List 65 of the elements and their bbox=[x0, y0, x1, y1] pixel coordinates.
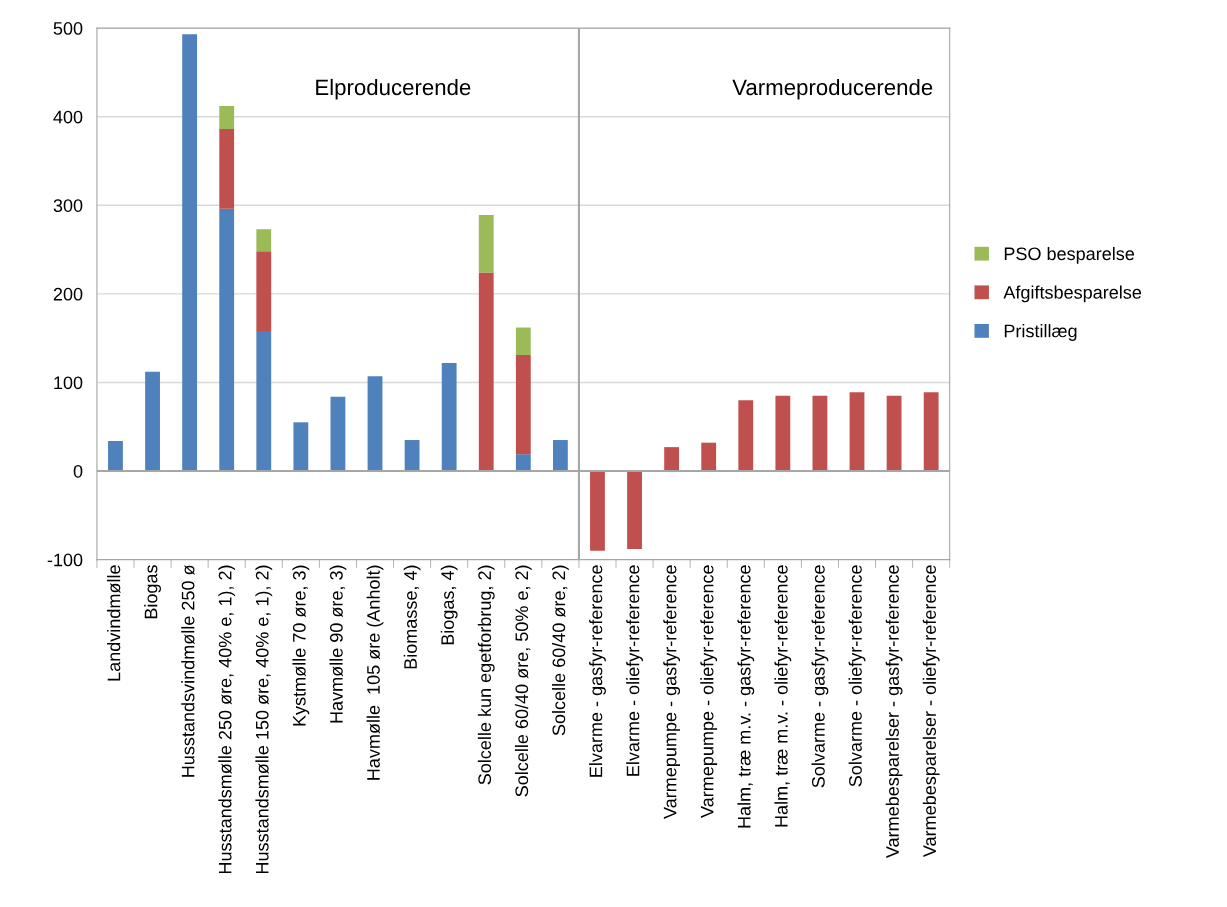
bar bbox=[664, 447, 680, 472]
bar bbox=[886, 395, 902, 472]
bar bbox=[923, 392, 939, 472]
y-tick-label: 200 bbox=[53, 287, 83, 301]
x-tick-label: Solvarme - gasfyr-reference bbox=[811, 565, 829, 788]
x-tick-label: Biomasse, 4) bbox=[403, 565, 421, 669]
bar bbox=[441, 362, 457, 472]
bar bbox=[404, 440, 420, 472]
x-tick-label: Varmebesparelser - gasfyr-reference bbox=[885, 565, 903, 859]
x-tick-label: Solcelle kun egetforbrug, 2) bbox=[477, 565, 495, 785]
x-tick-label: Landvindmølle bbox=[107, 565, 121, 681]
bar bbox=[775, 395, 791, 472]
y-tick-label: 400 bbox=[53, 110, 83, 124]
x-tick-label: Solcelle 60/40 øre, 2) bbox=[551, 565, 569, 736]
annotation: Varmeproducerende bbox=[732, 78, 933, 100]
bar bbox=[219, 208, 235, 472]
bar bbox=[108, 440, 123, 472]
legend-label: Pristillæg bbox=[1004, 324, 1077, 341]
x-tick-label: Husstandsmølle 250 øre, 40% e, 1), 2) bbox=[218, 565, 236, 874]
bar bbox=[478, 215, 494, 273]
x-tick-label: Halm, træ m.v. - gasfyr-reference bbox=[737, 565, 755, 828]
legend-label: Afgiftsbesparelse bbox=[1003, 285, 1142, 303]
x-tick-label: Husstandsmølle 150 øre, 40% e, 1), 2) bbox=[255, 565, 273, 874]
bar bbox=[738, 400, 754, 472]
bar bbox=[182, 34, 198, 472]
bar bbox=[515, 454, 531, 472]
x-tick-label: Biogas, 4) bbox=[440, 565, 458, 645]
bar bbox=[219, 129, 235, 209]
bar bbox=[219, 106, 235, 130]
bar bbox=[256, 331, 272, 472]
bar bbox=[256, 251, 272, 332]
x-tick-label: Havmølle 90 øre, 3) bbox=[329, 565, 347, 723]
y-tick-label: 500 bbox=[53, 22, 83, 35]
x-tick-label: Varmebesparelser - oliefyr-reference bbox=[922, 565, 940, 858]
x-tick-label: Solcelle 60/40 øre, 50% e, 2) bbox=[514, 565, 532, 797]
bar bbox=[701, 442, 717, 472]
bar bbox=[849, 392, 865, 472]
bar bbox=[293, 422, 309, 472]
legend-label: PSO besparelse bbox=[1004, 246, 1135, 264]
x-tick-label: Husstandsvindmølle 250 ø bbox=[181, 564, 195, 777]
x-tick-label: Varmepumpe - oliefyr-reference bbox=[700, 565, 718, 818]
bar bbox=[145, 371, 160, 472]
bar bbox=[515, 327, 531, 355]
bar bbox=[627, 471, 642, 549]
x-tick-label: Kystmølle 70 øre, 3) bbox=[292, 565, 310, 726]
y-tick-label: -100 bbox=[47, 553, 83, 567]
bar bbox=[330, 396, 346, 472]
annotation: Elproducerende bbox=[316, 78, 471, 100]
y-tick-label: 300 bbox=[53, 199, 83, 212]
bar bbox=[590, 471, 605, 551]
bar bbox=[256, 229, 272, 252]
bar bbox=[812, 395, 828, 472]
y-tick-label: 0 bbox=[73, 464, 83, 478]
bar bbox=[478, 272, 494, 472]
x-tick-label: Halm, træ m.v. - oliefyr-reference bbox=[774, 565, 792, 827]
x-tick-label: Varmepumpe - gasfyr-reference bbox=[663, 565, 681, 819]
x-tick-label: Elvarme - oliefyr-reference bbox=[626, 565, 643, 776]
x-tick-label: Solvarme - oliefyr-reference bbox=[848, 565, 866, 787]
x-tick-label: Havmølle 105 øre (Anholt) bbox=[366, 565, 384, 780]
bar bbox=[552, 440, 568, 472]
bar bbox=[515, 354, 531, 455]
x-tick-label: Elvarme - gasfyr-reference bbox=[589, 565, 606, 777]
x-tick-label: Biogas bbox=[144, 565, 161, 619]
y-tick-label: 100 bbox=[54, 376, 83, 390]
bar bbox=[367, 376, 383, 472]
